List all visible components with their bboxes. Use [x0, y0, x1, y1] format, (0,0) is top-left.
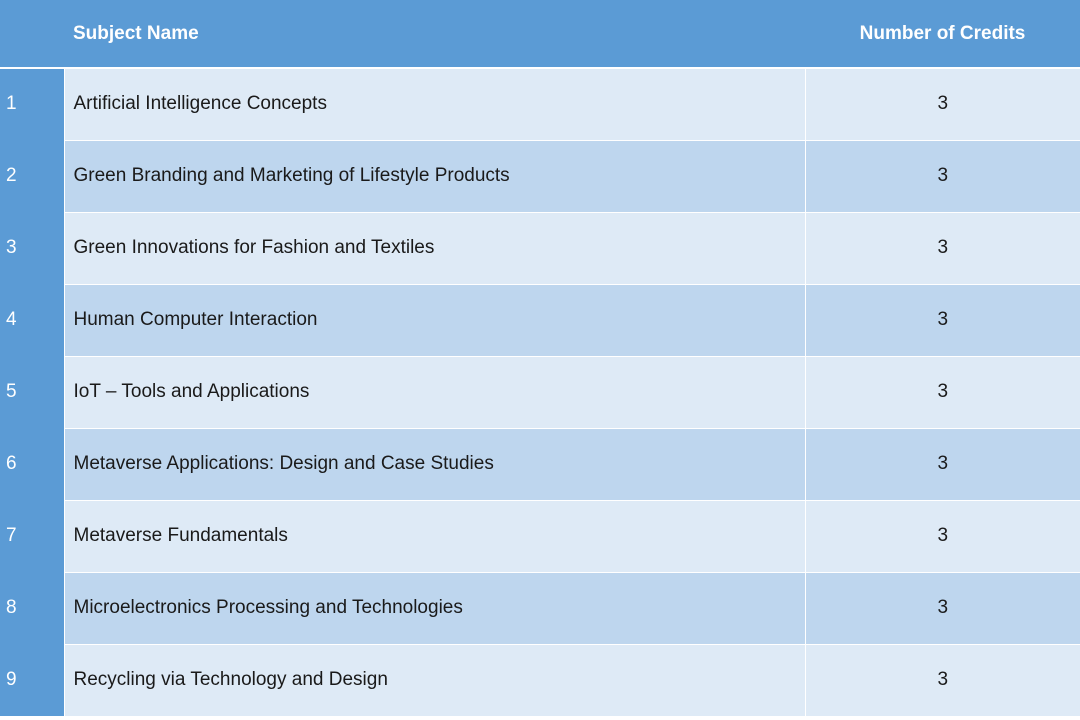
credits-cell: 3 — [805, 355, 1080, 428]
credits-cell: 3 — [805, 67, 1080, 140]
table-row: 4 Human Computer Interaction 3 — [0, 283, 1080, 356]
table-row: 3 Green Innovations for Fashion and Text… — [0, 211, 1080, 284]
header-index — [0, 0, 64, 69]
row-index: 7 — [0, 499, 65, 572]
table-row: 1 Artificial Intelligence Concepts 3 — [0, 67, 1080, 140]
table-header: Subject Name Number of Credits — [0, 0, 1080, 69]
subject-name-cell: Metaverse Applications: Design and Case … — [64, 427, 806, 500]
credits-cell: 3 — [805, 499, 1080, 572]
subject-name-cell: Green Branding and Marketing of Lifestyl… — [64, 139, 806, 212]
table-row: 9 Recycling via Technology and Design 3 — [0, 643, 1080, 716]
subject-name-cell: Human Computer Interaction — [64, 283, 806, 356]
row-index: 8 — [0, 571, 65, 644]
credits-cell: 3 — [805, 427, 1080, 500]
row-index: 4 — [0, 283, 65, 356]
table-row: 8 Microelectronics Processing and Techno… — [0, 571, 1080, 644]
credits-cell: 3 — [805, 571, 1080, 644]
credits-cell: 3 — [805, 283, 1080, 356]
table-row: 7 Metaverse Fundamentals 3 — [0, 499, 1080, 572]
header-row: Subject Name Number of Credits — [0, 0, 1080, 69]
subject-name-cell: Green Innovations for Fashion and Textil… — [64, 211, 806, 284]
row-index: 3 — [0, 211, 65, 284]
table-body: 1 Artificial Intelligence Concepts 3 2 G… — [0, 67, 1080, 716]
credits-cell: 3 — [805, 211, 1080, 284]
row-index: 1 — [0, 67, 65, 140]
row-index: 2 — [0, 139, 65, 212]
table-row: 6 Metaverse Applications: Design and Cas… — [0, 427, 1080, 500]
table-row: 2 Green Branding and Marketing of Lifest… — [0, 139, 1080, 212]
credits-cell: 3 — [805, 139, 1080, 212]
subject-name-cell: Artificial Intelligence Concepts — [64, 67, 806, 140]
subject-name-cell: IoT – Tools and Applications — [64, 355, 806, 428]
row-index: 5 — [0, 355, 65, 428]
row-index: 9 — [0, 643, 65, 716]
subject-name-cell: Metaverse Fundamentals — [64, 499, 806, 572]
header-subject-name: Subject Name — [64, 0, 805, 69]
subject-name-cell: Microelectronics Processing and Technolo… — [64, 571, 806, 644]
table-row: 5 IoT – Tools and Applications 3 — [0, 355, 1080, 428]
header-number-of-credits: Number of Credits — [805, 0, 1080, 69]
row-index: 6 — [0, 427, 65, 500]
subject-name-cell: Recycling via Technology and Design — [64, 643, 806, 716]
credits-cell: 3 — [805, 643, 1080, 716]
